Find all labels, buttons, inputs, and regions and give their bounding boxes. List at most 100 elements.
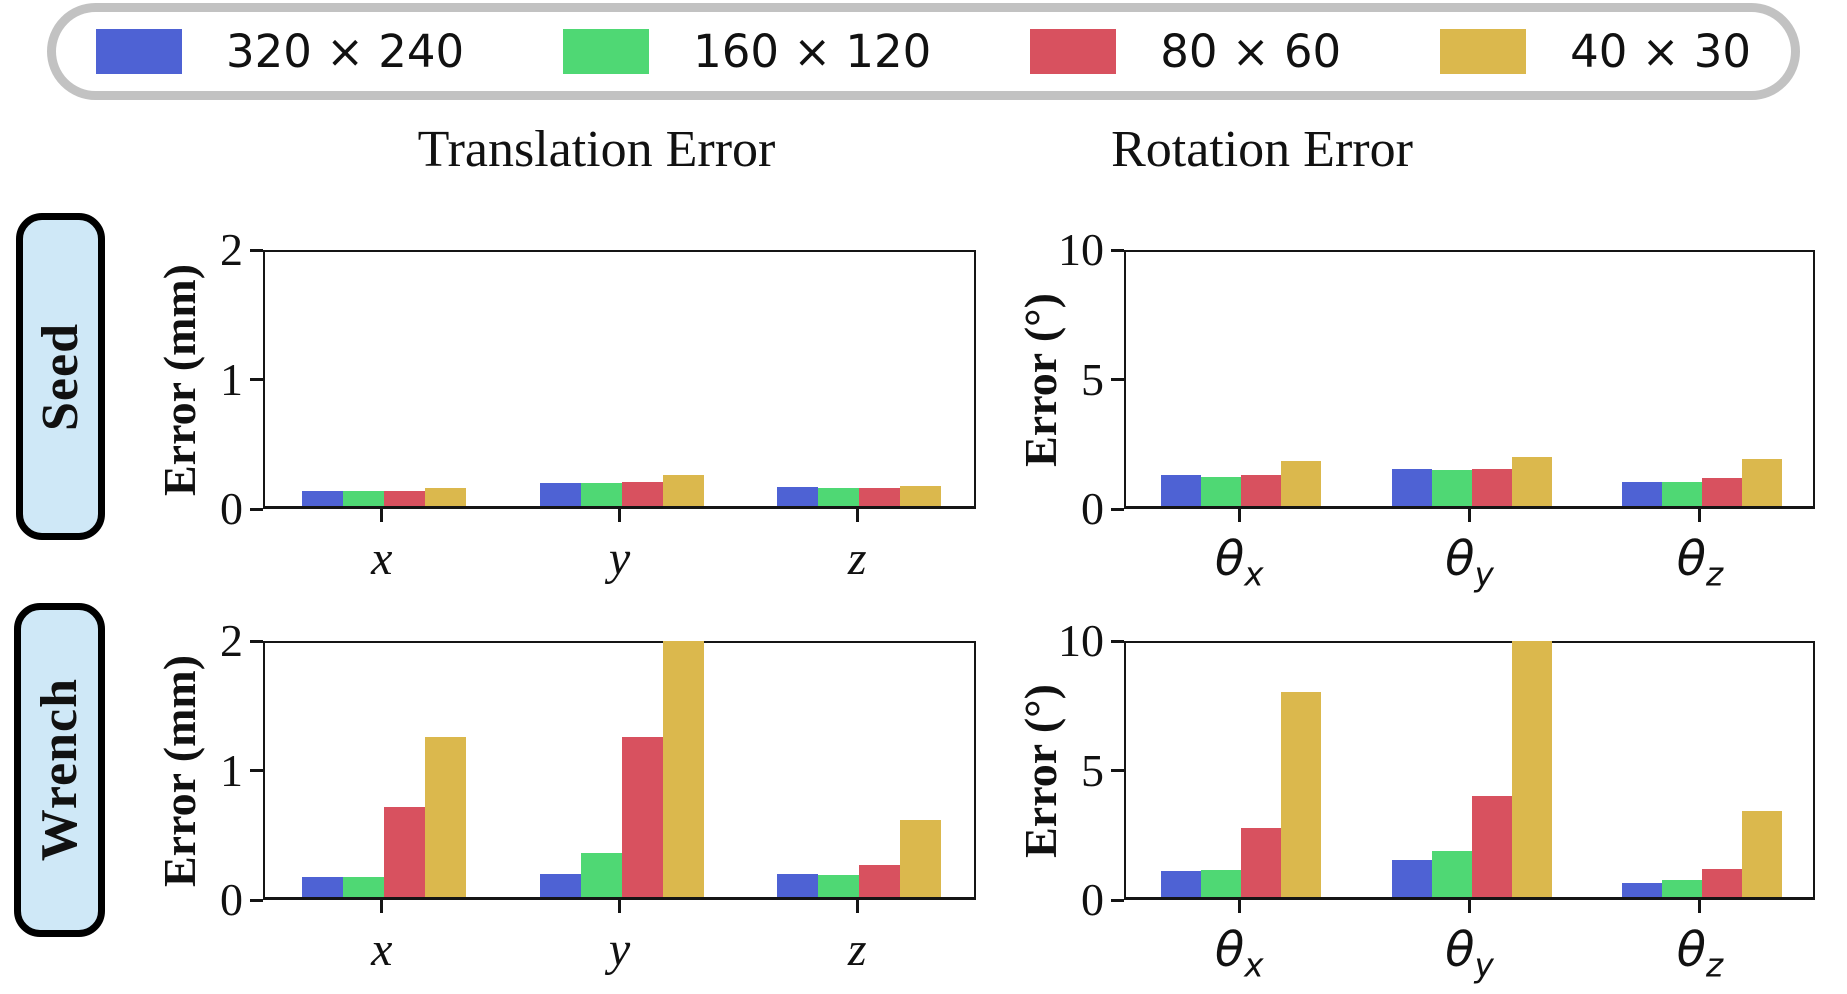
- y-tick-mark: [1111, 639, 1124, 643]
- plot-area: [1124, 250, 1815, 509]
- bar: [424, 737, 466, 897]
- x-tick-label: y: [608, 532, 631, 585]
- x-tick-mark: [1468, 900, 1471, 913]
- chart-seed-rotation: Error (°) 0 5 10 θx θy θz: [984, 227, 1835, 599]
- y-tick-label: 0: [1081, 874, 1104, 925]
- bar: [818, 488, 860, 506]
- bar: [301, 490, 343, 506]
- legend-item: 160 × 120: [563, 29, 931, 74]
- y-tick-label: 1: [220, 744, 243, 796]
- bar: [1661, 880, 1702, 897]
- y-tick-mark: [1111, 769, 1124, 772]
- bar: [1161, 475, 1202, 506]
- bar: [859, 488, 901, 506]
- row-label-seed: Seed: [16, 213, 105, 540]
- bar: [1471, 468, 1512, 506]
- bar: [662, 641, 704, 897]
- x-tick-label: x: [371, 532, 393, 585]
- bar: [1621, 481, 1662, 506]
- x-tick-label: θz: [1620, 535, 1780, 591]
- bar: [539, 482, 581, 506]
- chart-wrench-translation: Error (mm) 0 1 2 x y z: [123, 618, 996, 990]
- legend-swatch: [563, 29, 650, 74]
- chart-wrench-rotation: Error (°) 0 5 10 θx θy θz: [984, 618, 1835, 990]
- bar: [1741, 458, 1782, 506]
- y-tick-mark: [250, 769, 263, 772]
- x-tick-label: z: [847, 923, 867, 976]
- y-tick-label: 0: [220, 483, 243, 534]
- y-tick-mark: [1111, 378, 1124, 381]
- y-tick-label: 10: [1058, 615, 1104, 666]
- y-tick-mark: [250, 248, 263, 252]
- legend-label: 320 × 240: [226, 25, 465, 78]
- x-tick-mark: [855, 509, 859, 522]
- bar: [1511, 457, 1552, 506]
- y-tick-mark: [250, 507, 263, 511]
- bar: [1661, 481, 1702, 506]
- theta-subscript: x: [1244, 555, 1264, 594]
- bar: [621, 737, 663, 897]
- row-label-wrench: Wrench: [14, 603, 105, 937]
- bar: [342, 876, 384, 897]
- x-tick-mark: [1468, 509, 1471, 522]
- x-tick-label: θy: [1390, 926, 1550, 982]
- column-title-translation: Translation Error: [417, 121, 776, 178]
- theta-symbol: θ: [1445, 922, 1475, 978]
- y-tick-label: 1: [220, 353, 243, 405]
- y-tick-label: 0: [1081, 483, 1104, 534]
- y-tick-mark: [250, 639, 263, 643]
- x-tick-label: θz: [1620, 926, 1780, 982]
- bar: [342, 490, 384, 506]
- x-tick-mark: [1698, 900, 1702, 913]
- bar: [580, 853, 622, 897]
- y-tick-label: 5: [1081, 353, 1104, 405]
- bar: [1701, 477, 1742, 506]
- y-tick-mark: [1111, 248, 1124, 252]
- y-tick-mark: [1111, 898, 1124, 902]
- bar: [1391, 468, 1432, 506]
- bar: [1511, 641, 1552, 897]
- bar: [301, 876, 343, 897]
- x-tick-mark: [1698, 509, 1702, 522]
- x-tick-label: θx: [1159, 926, 1319, 982]
- x-tick-label: θy: [1390, 535, 1550, 591]
- theta-subscript: y: [1474, 946, 1494, 985]
- y-tick-label: 10: [1058, 224, 1104, 275]
- theta-subscript: x: [1244, 946, 1264, 985]
- bar: [383, 490, 425, 506]
- bar: [900, 485, 942, 506]
- bar: [1201, 476, 1242, 506]
- legend: 320 × 240 160 × 120 80 × 60 40 × 30: [47, 3, 1800, 100]
- theta-symbol: θ: [1214, 922, 1245, 978]
- legend-item: 320 × 240: [96, 29, 464, 74]
- bar: [580, 482, 622, 506]
- x-tick-mark: [1237, 509, 1241, 522]
- bar: [1431, 850, 1472, 897]
- bar: [1471, 795, 1512, 897]
- bar: [662, 475, 704, 506]
- y-tick-label: 2: [220, 224, 243, 275]
- row-label-seed-text: Seed: [31, 322, 89, 431]
- x-tick-mark: [380, 509, 384, 522]
- theta-subscript: z: [1705, 946, 1724, 985]
- x-tick-mark: [618, 900, 621, 913]
- x-tick-label: θx: [1159, 535, 1319, 591]
- x-tick-label: x: [371, 923, 393, 976]
- theta-subscript: y: [1474, 555, 1494, 594]
- x-tick-mark: [380, 900, 384, 913]
- bar: [1741, 811, 1782, 897]
- x-tick-mark: [1237, 900, 1241, 913]
- theta-symbol: θ: [1445, 531, 1475, 587]
- theta-symbol: θ: [1214, 531, 1245, 587]
- bar: [1281, 461, 1322, 506]
- legend-swatch: [96, 29, 182, 74]
- plot-area: [1124, 641, 1815, 900]
- legend-item: 40 × 30: [1440, 29, 1751, 74]
- bar: [424, 488, 466, 506]
- x-tick-mark: [618, 509, 621, 522]
- y-tick-label: 0: [220, 874, 243, 925]
- y-tick-label: 5: [1081, 744, 1104, 796]
- x-tick-label: z: [847, 532, 867, 585]
- bar: [1241, 827, 1282, 897]
- legend-swatch: [1440, 29, 1527, 74]
